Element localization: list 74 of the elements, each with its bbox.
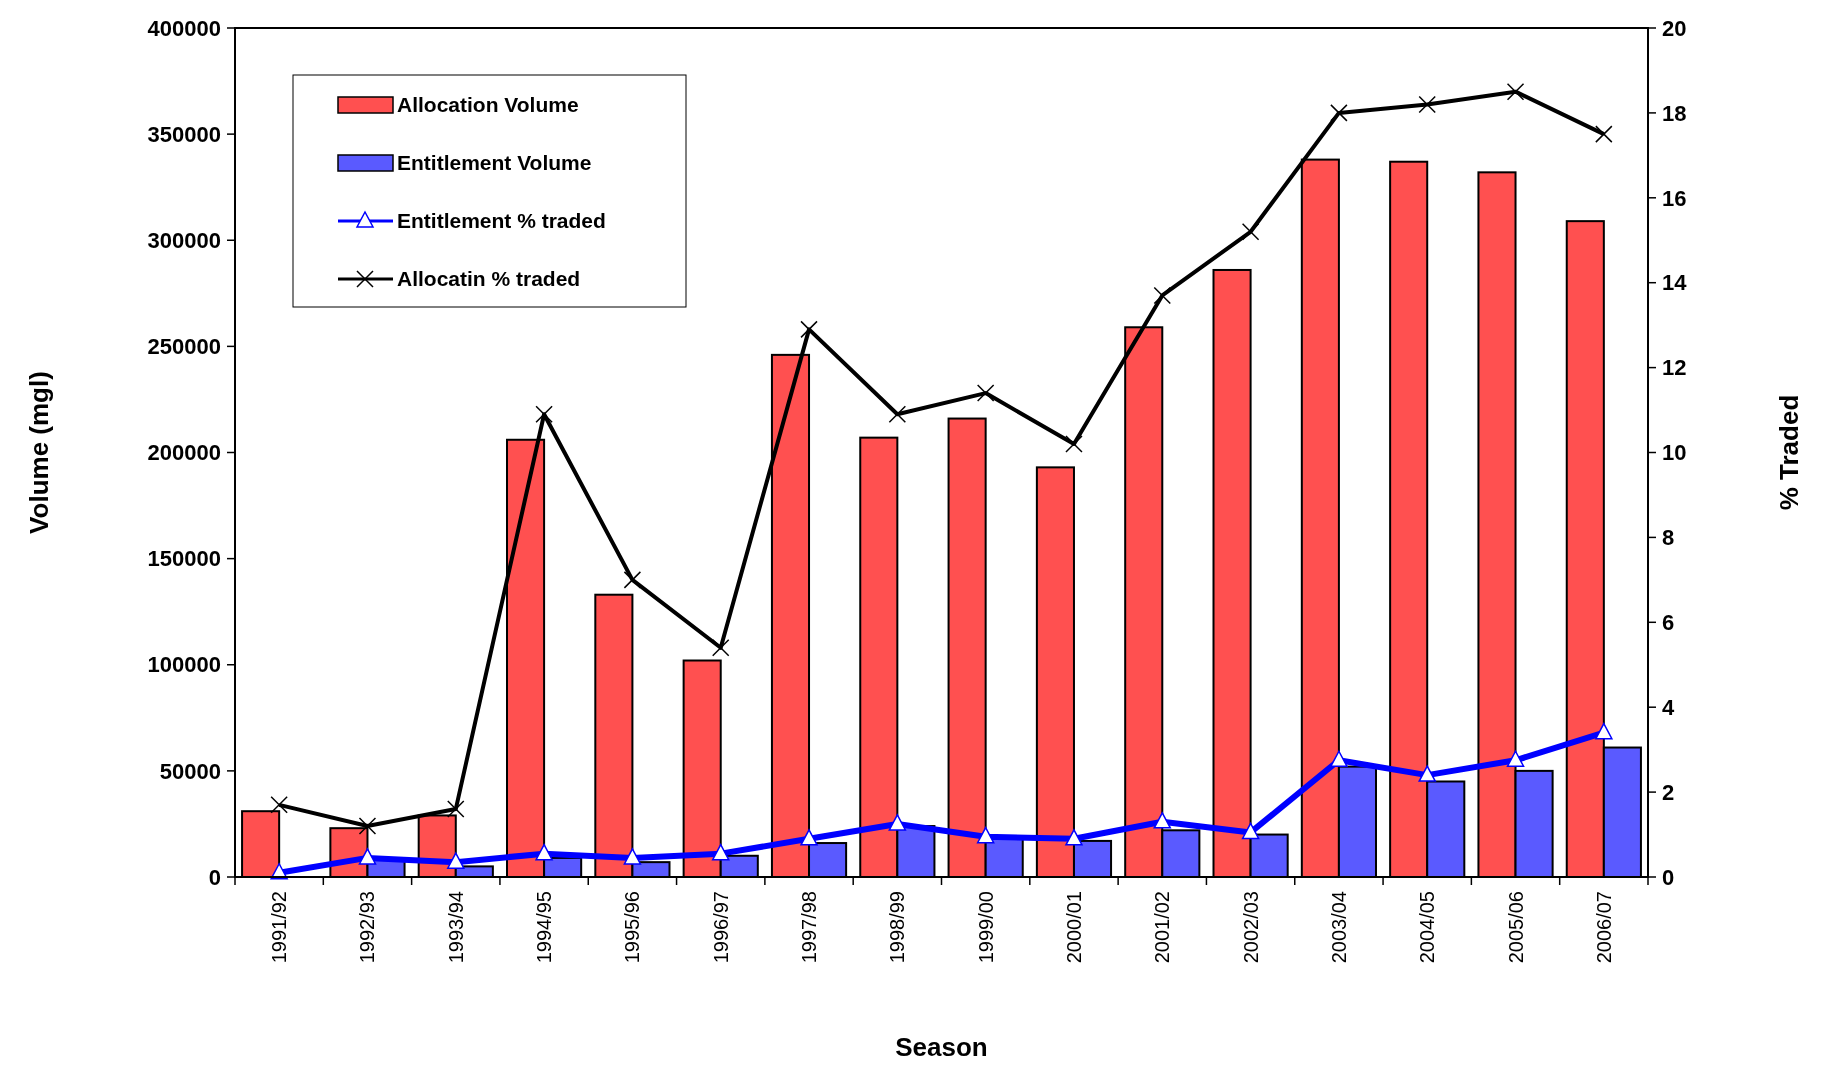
point [535, 405, 553, 424]
point [976, 826, 995, 844]
y-tick-label: 150000 [147, 546, 221, 572]
legend-label: Entitlement Volume [397, 151, 592, 175]
point [1241, 223, 1260, 241]
point [358, 848, 377, 865]
y2-tick-label: 18 [1662, 100, 1687, 126]
point [888, 814, 907, 831]
x-tick-label: 2005/06 [1504, 891, 1527, 964]
y2-tick-label: 0 [1662, 864, 1675, 890]
point [800, 829, 818, 846]
point [623, 848, 642, 865]
point [1330, 104, 1348, 122]
point [1506, 82, 1525, 101]
y-tick-label: 300000 [147, 227, 221, 253]
y2-tick-label: 4 [1662, 694, 1675, 720]
x-axis-title: Season [895, 1032, 988, 1062]
y2-tick-label: 2 [1662, 779, 1675, 805]
y-tick-label: 50000 [159, 758, 221, 784]
x-tick-label: 1996/97 [709, 891, 732, 964]
x-tick-label: 2002/03 [1239, 891, 1262, 964]
y2-tick-label: 14 [1662, 270, 1688, 296]
x-tick-label: 2000/01 [1062, 891, 1085, 964]
y2-tick-label: 12 [1662, 355, 1687, 381]
point [1595, 125, 1613, 143]
y2-axis-title: % Traded [1774, 394, 1804, 511]
y-tick-label: 400000 [147, 15, 221, 41]
point [1065, 829, 1083, 846]
x-tick-label: 1998/99 [886, 891, 909, 964]
y2-tick-label: 6 [1662, 610, 1675, 635]
x-tick-label: 1995/96 [621, 891, 644, 964]
legend-label: Allocation Volume [397, 93, 579, 117]
x-tick-label: 1992/93 [356, 891, 379, 964]
x-tick-label: 2001/02 [1151, 891, 1174, 964]
y2-tick-label: 20 [1662, 15, 1687, 41]
point [447, 800, 465, 818]
point [800, 320, 818, 339]
point [888, 405, 907, 424]
point [976, 384, 995, 402]
y2-tick-label: 10 [1662, 440, 1687, 466]
x-tick-label: 1997/98 [798, 891, 821, 964]
x-tick-label: 1999/00 [974, 891, 997, 964]
point [1153, 812, 1172, 829]
x-tick-label: 1993/94 [444, 891, 467, 964]
x-tick-label: 2004/05 [1416, 891, 1439, 964]
point [535, 843, 553, 861]
y-tick-label: 200000 [147, 440, 221, 466]
legend-label: Entitlement % traded [397, 209, 606, 233]
y2-tick-label: 16 [1662, 185, 1687, 211]
point [1595, 722, 1613, 740]
x-tick-label: 2006/07 [1592, 891, 1615, 964]
y-axis-title: Volume (mgl) [24, 371, 54, 534]
point [358, 817, 377, 835]
point [1330, 750, 1348, 768]
y-tick-label: 250000 [147, 334, 221, 360]
point [623, 571, 642, 589]
y2-tick-label: 8 [1662, 525, 1675, 551]
y-tick-label: 100000 [147, 652, 221, 678]
x-tick-label: 2003/04 [1327, 891, 1350, 964]
point [1506, 750, 1525, 768]
point [1418, 95, 1436, 114]
y-tick-label: 350000 [147, 121, 221, 147]
point [447, 852, 465, 869]
point [1418, 765, 1436, 782]
x-tick-label: 1991/92 [268, 891, 291, 964]
point [1241, 822, 1260, 840]
point [711, 843, 730, 861]
y-tick-label: 0 [208, 864, 221, 890]
legend-label: Allocatin % traded [397, 267, 581, 291]
point [711, 639, 730, 657]
point [270, 796, 288, 814]
x-tick-label: 1994/95 [533, 891, 556, 964]
point [1153, 286, 1172, 305]
point [1065, 435, 1083, 453]
